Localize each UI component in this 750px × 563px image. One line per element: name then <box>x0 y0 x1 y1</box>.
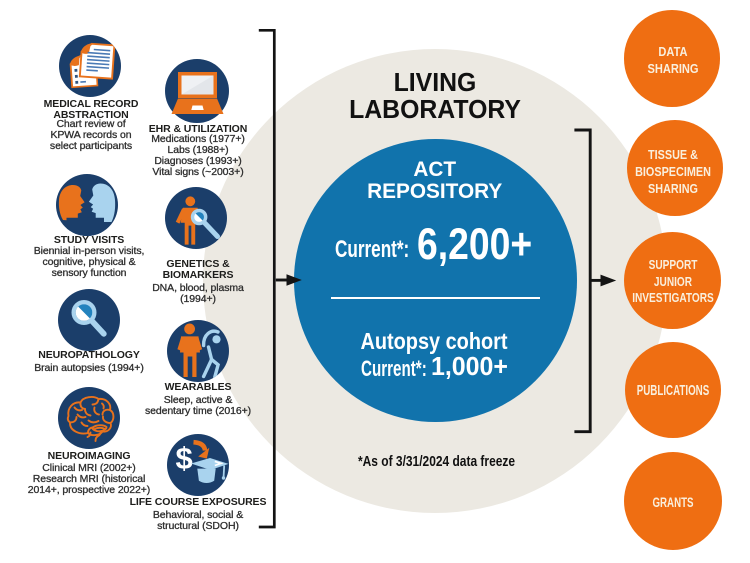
svg-text:$: $ <box>175 440 192 475</box>
